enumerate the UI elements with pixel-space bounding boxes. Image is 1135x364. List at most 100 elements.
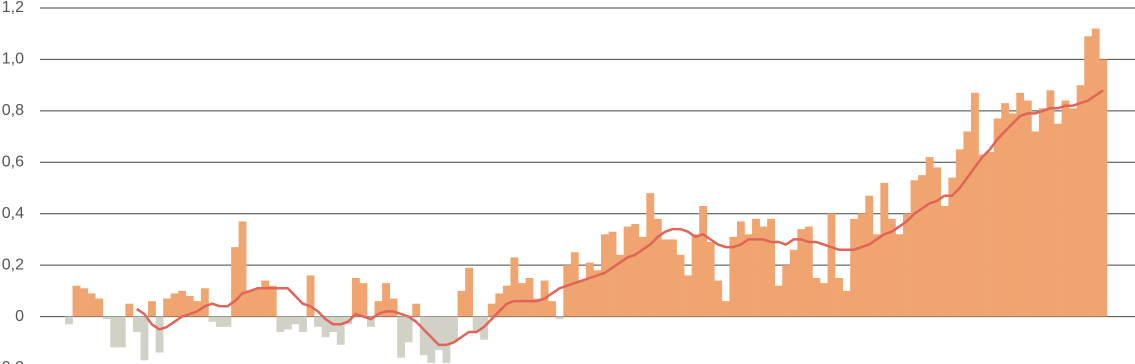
bar	[472, 316, 481, 332]
bar	[533, 298, 541, 317]
bar	[299, 316, 307, 332]
bar	[744, 234, 753, 317]
bar	[925, 157, 934, 317]
bar	[820, 283, 828, 317]
bar	[903, 213, 911, 317]
y-tick-label: 0	[15, 308, 24, 325]
bar	[442, 316, 451, 363]
moving-average-line	[136, 89, 1104, 347]
bar	[601, 234, 609, 317]
bar	[283, 316, 292, 330]
bar	[117, 316, 126, 348]
bar	[457, 290, 466, 317]
bar	[623, 226, 632, 317]
bar	[140, 316, 149, 361]
bar	[276, 316, 285, 332]
bar	[450, 316, 458, 343]
bar	[1099, 59, 1108, 317]
bar	[918, 175, 926, 317]
bar	[336, 316, 345, 345]
bar	[216, 316, 224, 327]
bar	[646, 193, 655, 317]
bar	[495, 293, 504, 317]
bar	[1031, 131, 1040, 317]
bar	[1001, 103, 1010, 317]
lines	[136, 89, 1104, 347]
bar	[789, 249, 798, 317]
bar	[238, 221, 247, 317]
bar	[631, 224, 640, 317]
bar	[125, 303, 134, 317]
y-tick-label: 1,2	[2, 0, 24, 16]
bar	[110, 316, 119, 348]
bar	[827, 213, 836, 317]
bar	[797, 229, 806, 317]
bar	[261, 280, 270, 317]
bar	[910, 180, 919, 317]
bar	[774, 285, 783, 317]
bar	[812, 278, 821, 317]
bar	[699, 206, 708, 317]
bar	[706, 242, 715, 317]
bar	[155, 316, 164, 353]
bar	[563, 265, 572, 317]
bar	[1054, 123, 1062, 317]
bar	[835, 278, 843, 317]
bar	[880, 182, 889, 317]
bar	[397, 316, 406, 358]
bar	[767, 218, 775, 317]
bar	[653, 218, 662, 317]
bar	[1076, 85, 1085, 317]
bar	[382, 283, 390, 317]
bar	[185, 296, 194, 317]
bar	[669, 239, 677, 317]
bar	[887, 218, 896, 317]
y-tick-label: 0,6	[2, 154, 24, 171]
bar	[752, 218, 760, 317]
bar	[555, 316, 564, 320]
bar	[1023, 100, 1032, 317]
bar	[132, 316, 141, 332]
bar	[193, 301, 202, 317]
bar	[314, 316, 322, 327]
bar	[359, 283, 368, 317]
bar	[570, 252, 579, 317]
bar	[1046, 90, 1055, 317]
bar	[993, 118, 1002, 317]
bar	[102, 316, 111, 320]
bar	[933, 167, 942, 317]
bar	[253, 288, 262, 317]
bar	[502, 285, 511, 317]
bar	[1008, 113, 1017, 317]
bar	[223, 316, 232, 327]
bar	[170, 293, 179, 317]
bar	[940, 206, 949, 317]
bar	[291, 316, 300, 325]
bar	[963, 131, 972, 317]
y-tick-label: 0,4	[2, 205, 24, 222]
bar	[842, 290, 851, 317]
bar	[608, 231, 617, 317]
bar	[1038, 108, 1047, 317]
bar	[1084, 36, 1093, 317]
bar	[351, 278, 360, 317]
bar	[434, 316, 443, 350]
bar	[80, 288, 88, 317]
bar	[736, 221, 745, 317]
y-tick-label: 0,8	[2, 102, 24, 119]
bar	[865, 195, 874, 317]
bar	[72, 285, 81, 317]
bar	[1016, 92, 1025, 317]
bar	[367, 316, 375, 327]
bar	[548, 301, 557, 317]
bar	[87, 293, 96, 317]
bar	[510, 257, 519, 317]
bar	[1061, 100, 1070, 317]
bar	[208, 316, 217, 322]
bar	[246, 290, 255, 317]
bar	[412, 303, 421, 317]
bar	[404, 316, 413, 343]
bar	[465, 267, 473, 317]
bar	[804, 226, 813, 317]
